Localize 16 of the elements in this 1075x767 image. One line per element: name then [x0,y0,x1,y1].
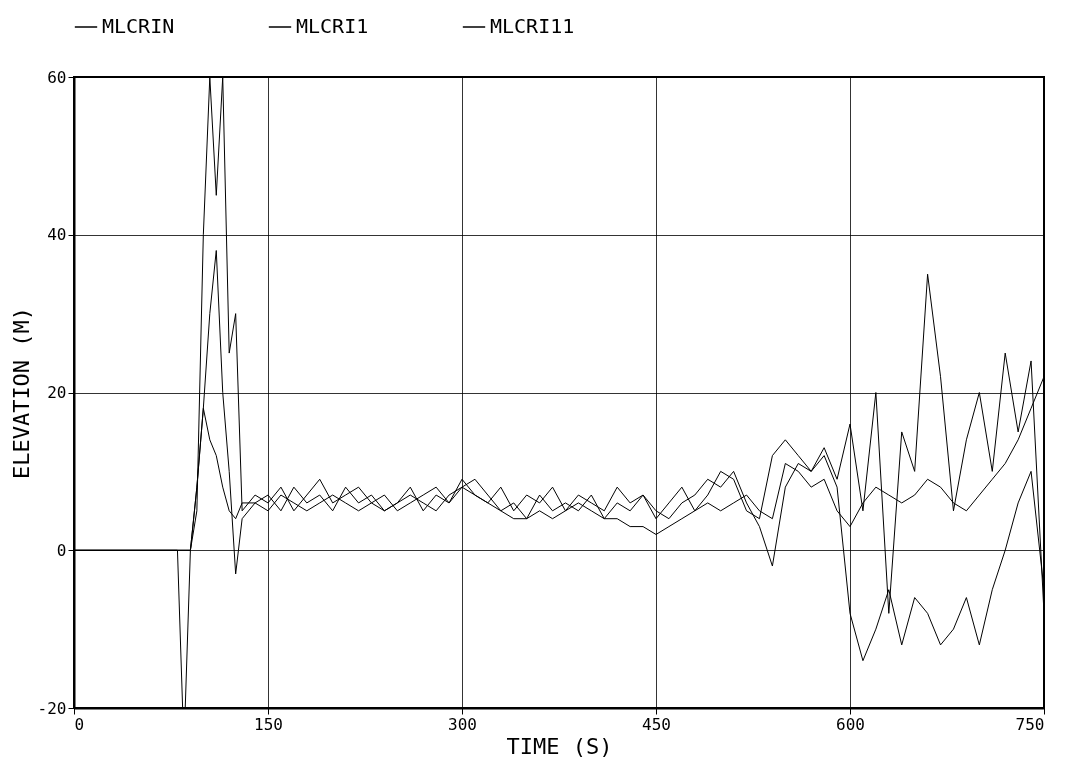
y-tick-label: 0 [56,540,67,560]
y-tick-label: 40 [47,225,67,245]
x-axis-title: TIME (S) [506,733,613,759]
x-tick-label: 0 [74,714,85,734]
y-axis-title: ELEVATION (M) [8,306,34,480]
legend-label: MLCRIN [102,14,175,38]
legend-label: MLCRI1 [296,14,369,38]
y-tick-label: -20 [37,698,67,718]
x-tick-label: 450 [642,714,671,734]
x-tick-label: 300 [448,714,477,734]
x-tick-label: 150 [254,714,283,734]
legend-label: MLCRI11 [490,14,575,38]
y-tick-label: 20 [47,383,67,402]
y-tick-label: 60 [47,67,67,87]
x-tick-label: 600 [836,714,865,734]
x-tick-label: 750 [1015,714,1045,734]
